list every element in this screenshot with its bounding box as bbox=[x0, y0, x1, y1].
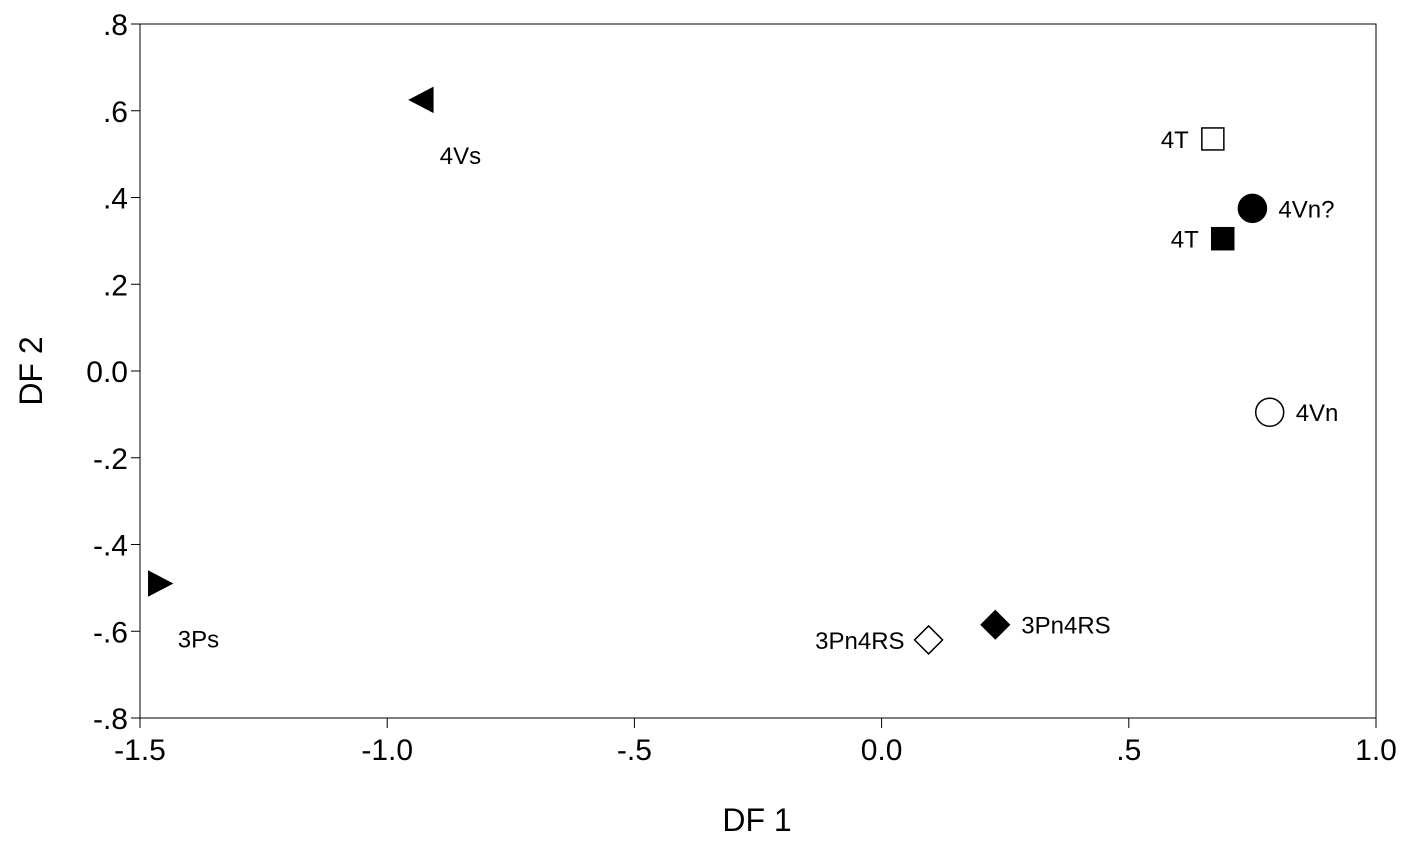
point-label: 3Ps bbox=[178, 627, 219, 654]
point-label: 4T bbox=[1171, 227, 1199, 254]
point-label: 4Vn? bbox=[1278, 196, 1334, 223]
point-label: 3Pn4RS bbox=[1021, 613, 1110, 640]
y-axis-title: DF 2 bbox=[13, 336, 49, 405]
y-tick-label: -.8 bbox=[93, 703, 128, 736]
point-square-filled bbox=[1210, 226, 1235, 251]
y-tick-label: .4 bbox=[103, 183, 128, 216]
axes: -1.5 -1.0 -.5 0.0 .5 1.0 .8 .6 .4 .2 0.0 -.2 -.4 -.6 -… bbox=[86, 9, 1397, 767]
point-label: 3Pn4RS bbox=[815, 628, 904, 655]
y-tick-label: -.2 bbox=[93, 443, 128, 476]
y-tick-label: -.4 bbox=[93, 530, 128, 563]
data-points: 4Vs 3Ps 4T 4Vn? 4T 4Vn 3Pn4RS 3Pn4RS bbox=[148, 86, 1339, 655]
x-tick-label: -1.0 bbox=[361, 734, 413, 767]
point-circle-open bbox=[1254, 397, 1285, 427]
x-tick-label: -.5 bbox=[617, 734, 652, 767]
x-tick-label: 1.0 bbox=[1355, 734, 1397, 767]
point-triangle-right-filled bbox=[148, 570, 174, 597]
y-tick-label: .2 bbox=[103, 269, 128, 302]
point-square-open bbox=[1201, 127, 1225, 151]
y-tick-label: 0.0 bbox=[86, 356, 128, 389]
point-diamond-filled bbox=[980, 609, 1011, 640]
point-circle-filled bbox=[1237, 193, 1268, 224]
point-label: 4Vn bbox=[1296, 400, 1339, 427]
y-tick-label: .8 bbox=[103, 9, 128, 42]
point-triangle-left-filled bbox=[408, 86, 434, 114]
x-tick-label: .5 bbox=[1116, 734, 1141, 767]
point-label: 4T bbox=[1161, 127, 1189, 154]
x-tick-label: 0.0 bbox=[861, 734, 903, 767]
y-tick-label: .6 bbox=[103, 96, 128, 129]
x-tick-label: -1.5 bbox=[114, 734, 166, 767]
point-diamond-open bbox=[913, 624, 944, 655]
point-label: 4Vs bbox=[440, 143, 481, 170]
y-tick-label: -.6 bbox=[93, 616, 128, 649]
x-axis-title: DF 1 bbox=[722, 802, 791, 838]
